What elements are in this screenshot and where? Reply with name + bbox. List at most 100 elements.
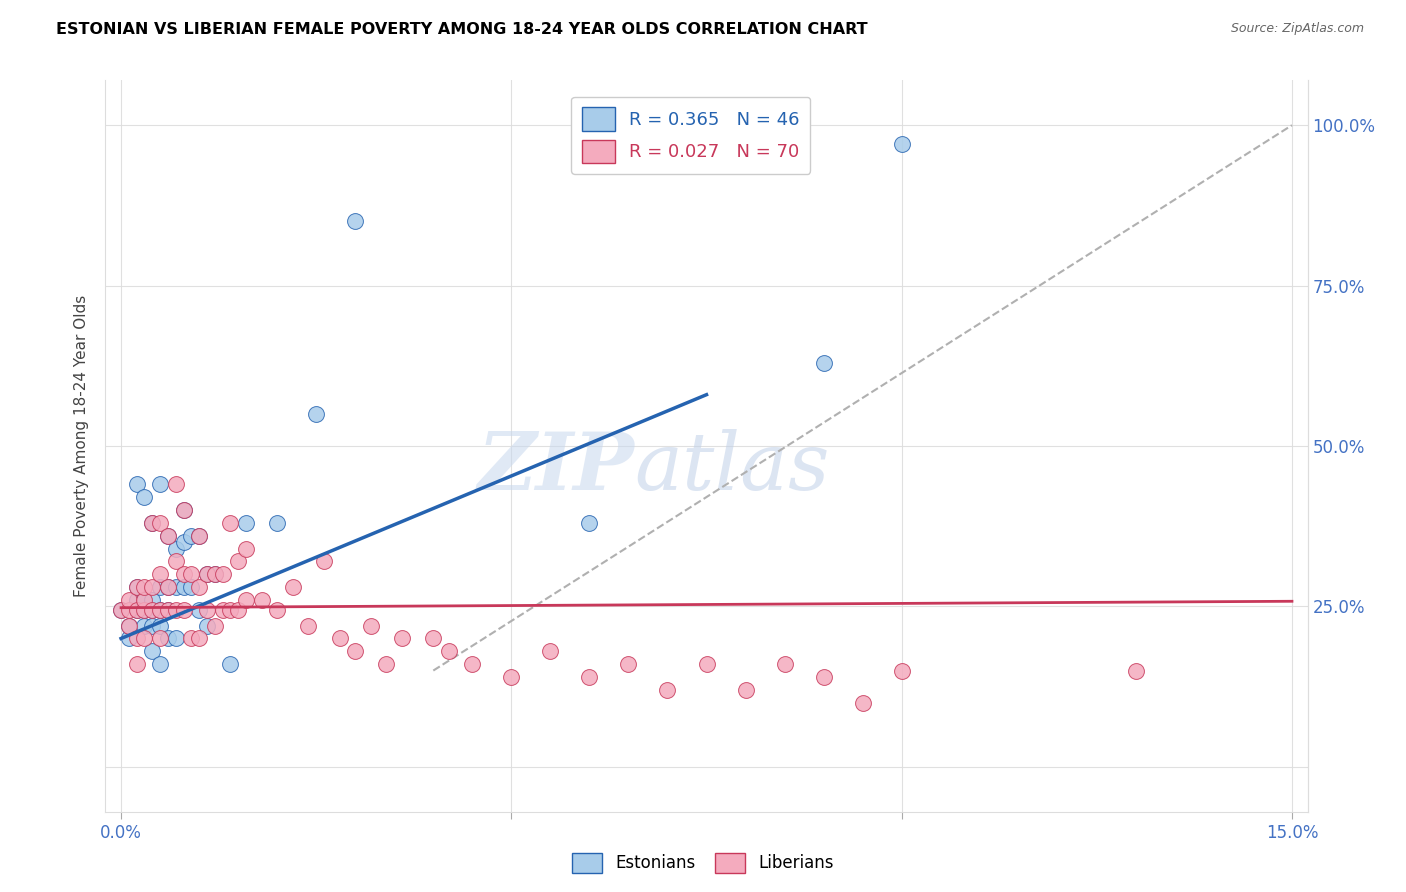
Point xyxy=(165,602,187,616)
Point xyxy=(118,618,141,632)
Point xyxy=(165,632,187,646)
Point xyxy=(110,602,132,616)
Point xyxy=(312,554,335,568)
Point xyxy=(344,214,367,228)
Point xyxy=(734,682,756,697)
Point xyxy=(219,516,242,530)
Point xyxy=(813,670,835,684)
Point xyxy=(266,516,288,530)
Point xyxy=(188,529,211,543)
Point xyxy=(118,602,141,616)
Point xyxy=(375,657,398,672)
Point xyxy=(156,580,179,594)
Point xyxy=(141,602,163,616)
Point xyxy=(204,567,226,582)
Point xyxy=(773,657,796,672)
Point xyxy=(813,355,835,369)
Point xyxy=(156,529,179,543)
Point xyxy=(180,580,202,594)
Point xyxy=(134,491,156,505)
Point xyxy=(226,602,249,616)
Point xyxy=(134,580,156,594)
Point xyxy=(141,618,163,632)
Point xyxy=(305,407,328,421)
Point xyxy=(173,567,195,582)
Point xyxy=(297,618,319,632)
Point xyxy=(219,602,242,616)
Point xyxy=(211,567,233,582)
Point xyxy=(266,602,288,616)
Point xyxy=(188,529,211,543)
Point xyxy=(156,602,179,616)
Point xyxy=(195,618,218,632)
Point xyxy=(852,696,875,710)
Point xyxy=(125,602,148,616)
Point xyxy=(188,632,211,646)
Text: ZIP: ZIP xyxy=(478,429,634,507)
Point xyxy=(125,580,148,594)
Point xyxy=(180,567,202,582)
Point xyxy=(134,593,156,607)
Point xyxy=(141,580,163,594)
Point xyxy=(118,593,141,607)
Point xyxy=(173,503,195,517)
Point xyxy=(149,632,172,646)
Point xyxy=(461,657,484,672)
Point xyxy=(235,516,257,530)
Point xyxy=(890,664,912,678)
Point xyxy=(360,618,382,632)
Point xyxy=(141,602,163,616)
Point xyxy=(134,618,156,632)
Point xyxy=(110,602,132,616)
Point xyxy=(149,477,172,491)
Y-axis label: Female Poverty Among 18-24 Year Olds: Female Poverty Among 18-24 Year Olds xyxy=(75,295,90,597)
Point xyxy=(141,644,163,658)
Point xyxy=(156,580,179,594)
Point xyxy=(890,137,912,152)
Point xyxy=(118,618,141,632)
Point xyxy=(149,602,172,616)
Point xyxy=(125,632,148,646)
Point xyxy=(149,618,172,632)
Point xyxy=(501,670,523,684)
Point xyxy=(165,554,187,568)
Point xyxy=(134,602,156,616)
Point xyxy=(125,580,148,594)
Point xyxy=(173,503,195,517)
Point xyxy=(180,529,202,543)
Point xyxy=(141,593,163,607)
Point xyxy=(344,644,367,658)
Point xyxy=(149,516,172,530)
Point xyxy=(204,567,226,582)
Point xyxy=(141,516,163,530)
Point xyxy=(149,602,172,616)
Point xyxy=(657,682,679,697)
Text: Source: ZipAtlas.com: Source: ZipAtlas.com xyxy=(1230,22,1364,36)
Point xyxy=(149,657,172,672)
Point xyxy=(165,541,187,556)
Point xyxy=(578,516,600,530)
Point xyxy=(173,602,195,616)
Point xyxy=(250,593,273,607)
Point xyxy=(165,477,187,491)
Point xyxy=(188,580,211,594)
Point xyxy=(141,516,163,530)
Point xyxy=(165,580,187,594)
Point xyxy=(226,554,249,568)
Point xyxy=(195,567,218,582)
Point xyxy=(125,593,148,607)
Point xyxy=(219,657,242,672)
Point xyxy=(329,632,352,646)
Point xyxy=(538,644,561,658)
Point xyxy=(391,632,413,646)
Point xyxy=(195,567,218,582)
Point xyxy=(696,657,718,672)
Point xyxy=(156,632,179,646)
Point xyxy=(422,632,444,646)
Point xyxy=(125,477,148,491)
Point xyxy=(149,580,172,594)
Point xyxy=(195,602,218,616)
Point xyxy=(437,644,460,658)
Point xyxy=(188,602,211,616)
Point xyxy=(204,618,226,632)
